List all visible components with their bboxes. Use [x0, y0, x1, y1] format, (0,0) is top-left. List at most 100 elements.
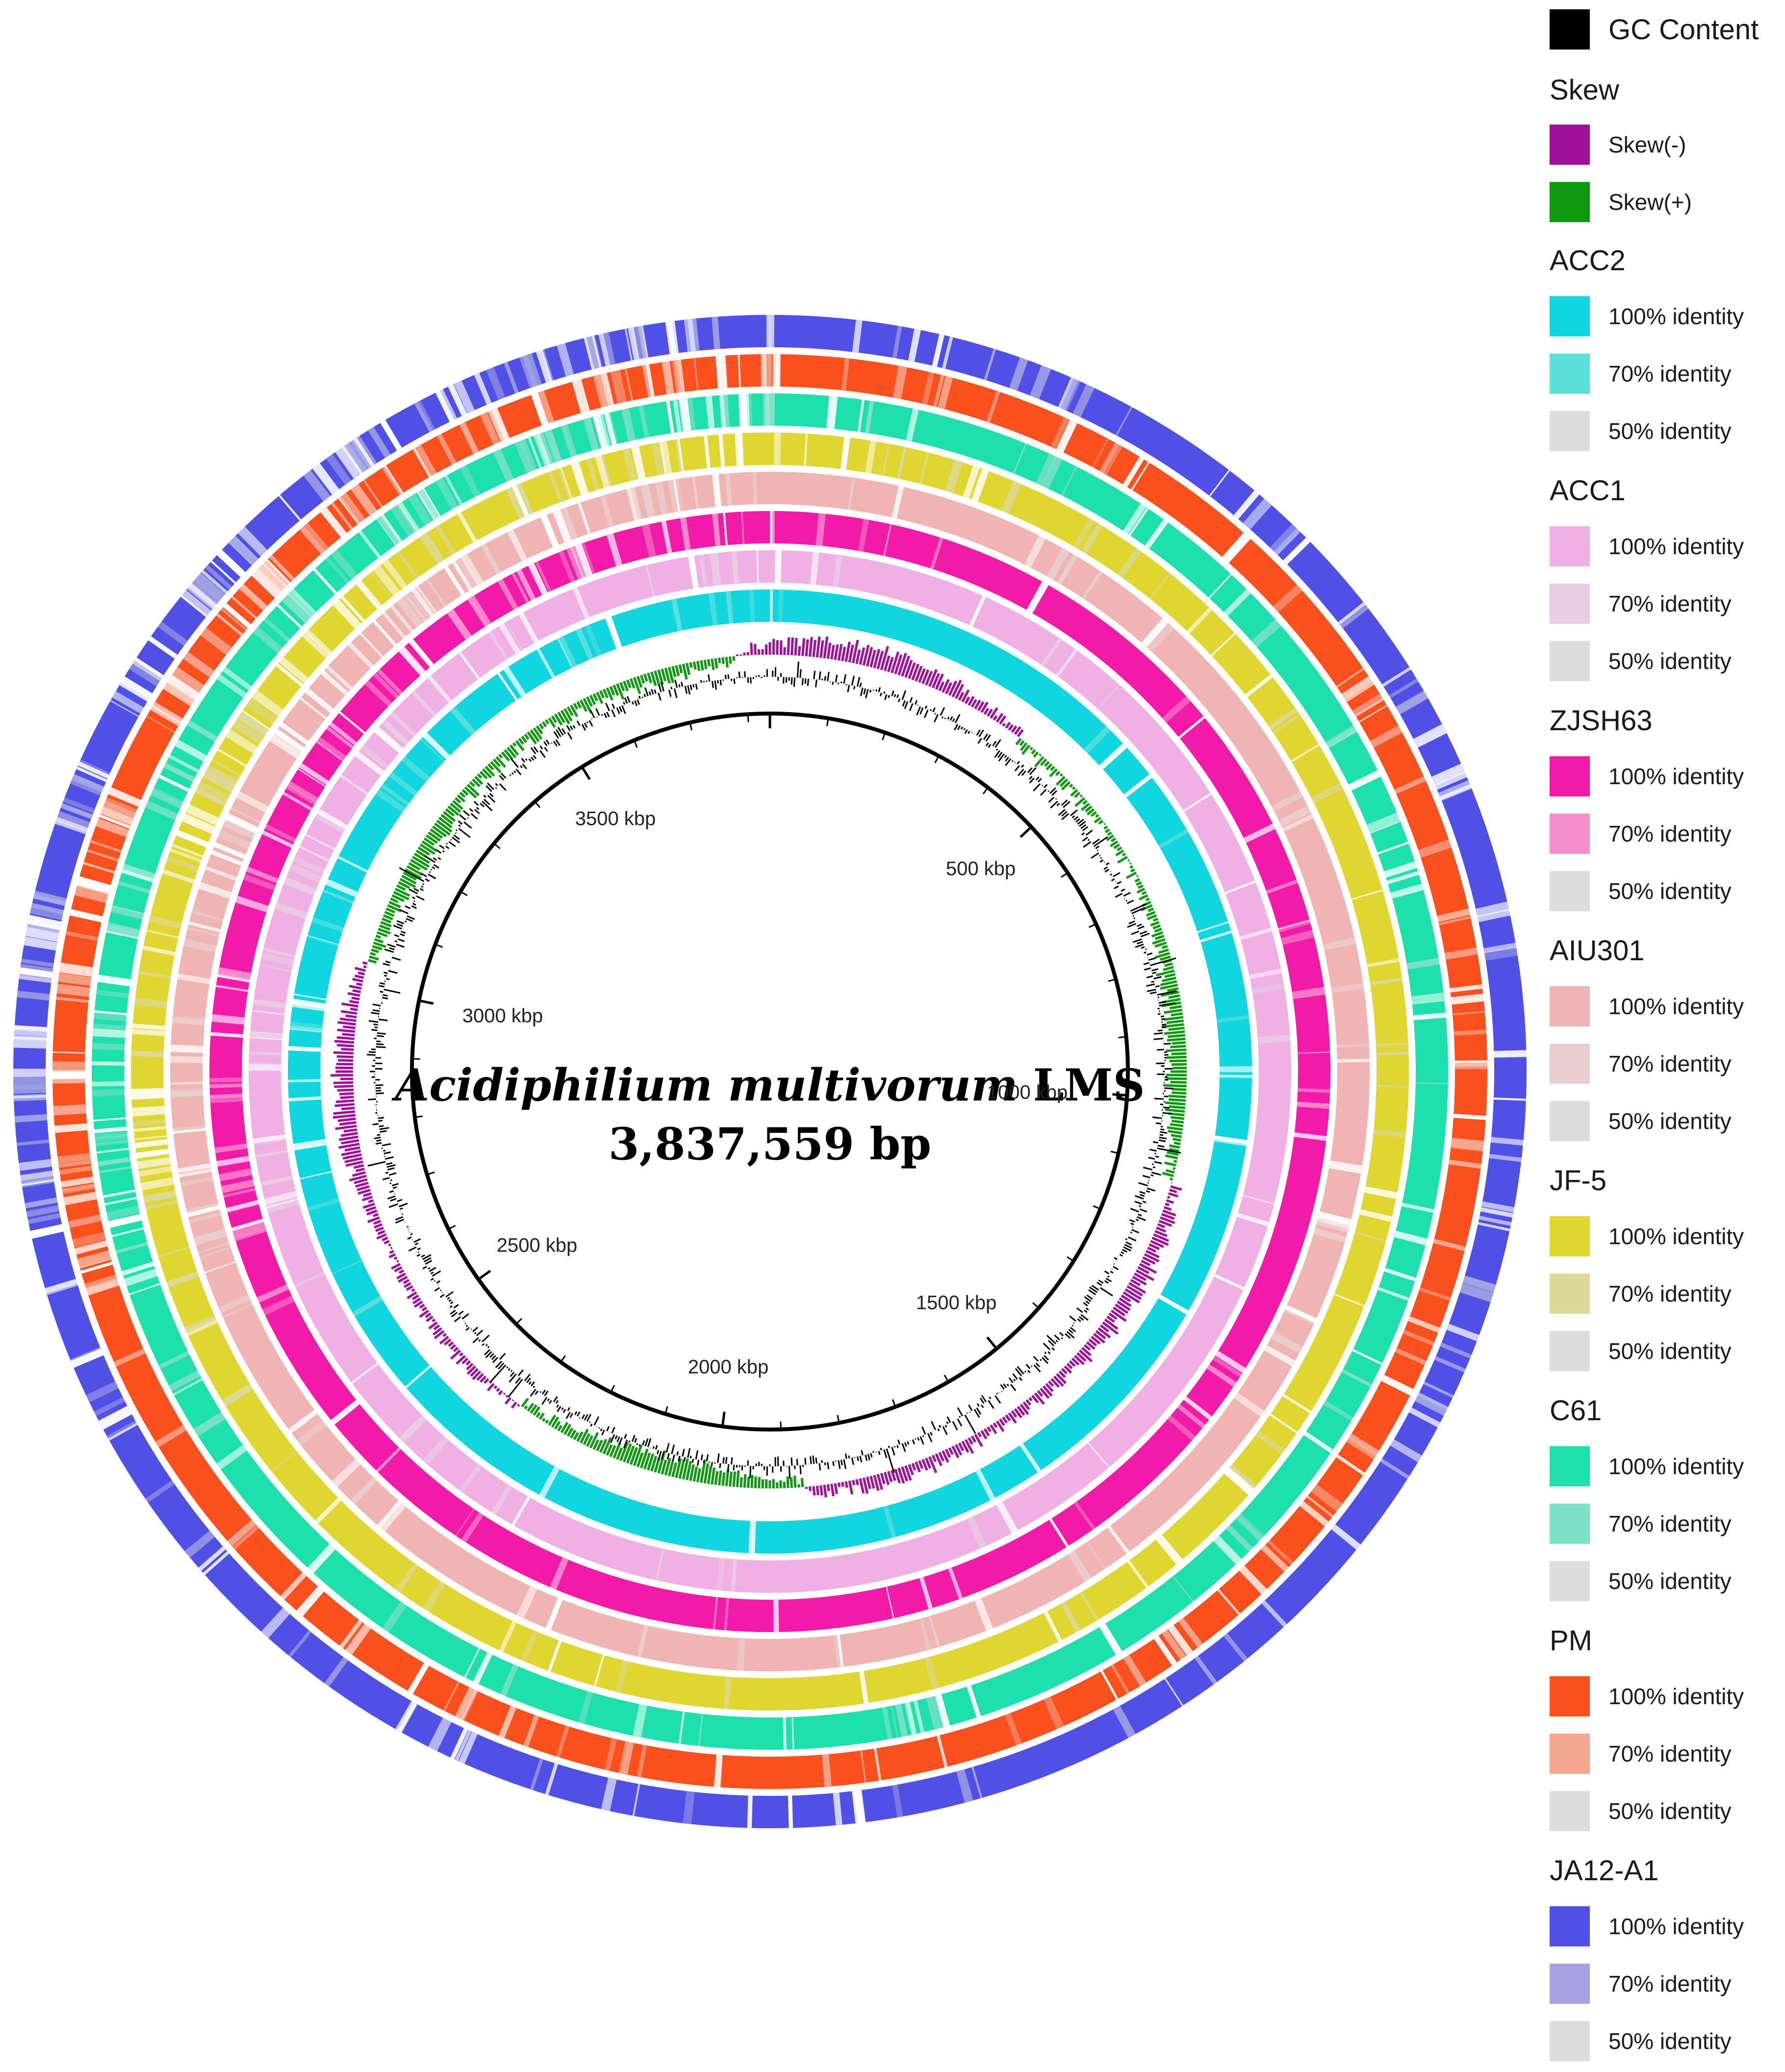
skew-bar [357, 1185, 370, 1191]
skew-bar [1169, 1144, 1180, 1149]
gc-bar [1134, 1201, 1142, 1205]
gc-bar [394, 934, 400, 938]
gc-bar [472, 1337, 479, 1343]
identity-gap [1229, 1464, 1257, 1489]
gc-bar [682, 1449, 685, 1457]
identity-gap [1079, 1591, 1099, 1621]
gc-bar [442, 850, 445, 853]
skew-bar [589, 1432, 599, 1449]
gc-bar [837, 682, 840, 685]
skew-bar [370, 952, 376, 956]
gc-bar [1144, 951, 1147, 954]
identity-gap [404, 593, 427, 622]
gc-bar [919, 707, 924, 715]
skew-bar [391, 894, 405, 902]
legend-item: 50% identity [1550, 871, 1732, 911]
backbone-tick [633, 740, 638, 748]
gc-bar [924, 705, 928, 709]
skew-bar [725, 657, 729, 668]
skew-bar [1129, 862, 1132, 865]
gc-bar [1030, 1365, 1033, 1367]
identity-gap [1005, 1713, 1022, 1746]
identity-gap [459, 1463, 482, 1493]
gc-bar [964, 1414, 976, 1434]
gc-bar [1164, 1087, 1173, 1089]
skew-bar [366, 1209, 378, 1216]
identity-gap [373, 620, 397, 646]
identity-gap [138, 971, 171, 979]
identity-gap [1122, 457, 1145, 487]
gc-bar [556, 1404, 559, 1408]
skew-bar [1168, 1095, 1186, 1099]
skew-bar [1171, 1134, 1182, 1138]
skew-bar [826, 642, 832, 659]
gc-bar [1137, 925, 1145, 930]
gc-bar [914, 700, 918, 705]
skew-bar [1005, 1414, 1011, 1422]
skew-bar [1152, 938, 1166, 945]
skew-bar [1071, 1357, 1080, 1366]
skew-bar [503, 1392, 506, 1395]
legend-item: 100% identity [1550, 1446, 1744, 1486]
skew-bar [507, 746, 517, 758]
skew-bar [490, 761, 502, 773]
identity-gap [1313, 1228, 1347, 1243]
identity-gap [1336, 1454, 1365, 1476]
skew-bar [639, 1448, 649, 1469]
skew-bar [345, 1014, 357, 1019]
gc-bar [1082, 826, 1089, 832]
identity-gap [1291, 743, 1320, 763]
gc-bar [1150, 1174, 1154, 1177]
gc-bar [610, 1434, 615, 1443]
gc-bar [870, 1453, 873, 1458]
identity-gap [299, 763, 329, 785]
skew-bar [483, 1378, 489, 1384]
legend-swatch [1550, 182, 1590, 222]
identity-gap [380, 1502, 406, 1532]
skew-bar [894, 1468, 901, 1484]
skew-bar [1154, 927, 1162, 933]
skew-bar [1150, 1240, 1164, 1248]
backbone-tick [427, 1171, 435, 1176]
identity-gap [412, 448, 432, 478]
gc-bar [1103, 866, 1108, 870]
skew-bar [1168, 1026, 1185, 1031]
legend-swatch [1550, 526, 1590, 566]
identity-gap [60, 803, 93, 819]
gc-bar [1148, 1156, 1155, 1160]
skew-bar [428, 831, 441, 842]
gc-bar [539, 750, 546, 758]
gc-bar [940, 707, 945, 716]
legend-swatch [1550, 814, 1590, 854]
identity-gap [172, 1017, 205, 1026]
skew-bar [369, 955, 379, 961]
legend-item-label: 100% identity [1608, 304, 1744, 329]
skew-bar [1126, 1285, 1143, 1297]
skew-bar [1034, 756, 1045, 767]
skew-bar [869, 650, 876, 667]
identity-gap [436, 434, 457, 465]
skew-bar [1119, 1297, 1132, 1307]
skew-bar [1163, 1206, 1172, 1211]
gc-bar [492, 1356, 498, 1363]
gc-bar [1083, 841, 1092, 848]
gc-bar [384, 948, 394, 953]
skew-bar [1115, 849, 1124, 857]
skew-bar [465, 1360, 471, 1366]
gc-bar [1152, 1116, 1162, 1119]
skew-bar [1159, 955, 1171, 961]
skew-bar [377, 1229, 385, 1235]
gc-bar [636, 1443, 638, 1445]
gc-bar [1159, 1136, 1167, 1140]
identity-gap [539, 1466, 560, 1498]
identity-gap [344, 439, 372, 473]
gc-bar [883, 1449, 888, 1458]
identity-gap [1268, 708, 1298, 730]
skew-bar [717, 1470, 722, 1485]
identity-gap [325, 557, 350, 584]
gc-bar [1134, 1195, 1144, 1200]
skew-bar [545, 1419, 549, 1424]
skew-bar [675, 665, 680, 676]
identity-gap [206, 765, 238, 786]
identity-gap [1099, 1623, 1122, 1655]
